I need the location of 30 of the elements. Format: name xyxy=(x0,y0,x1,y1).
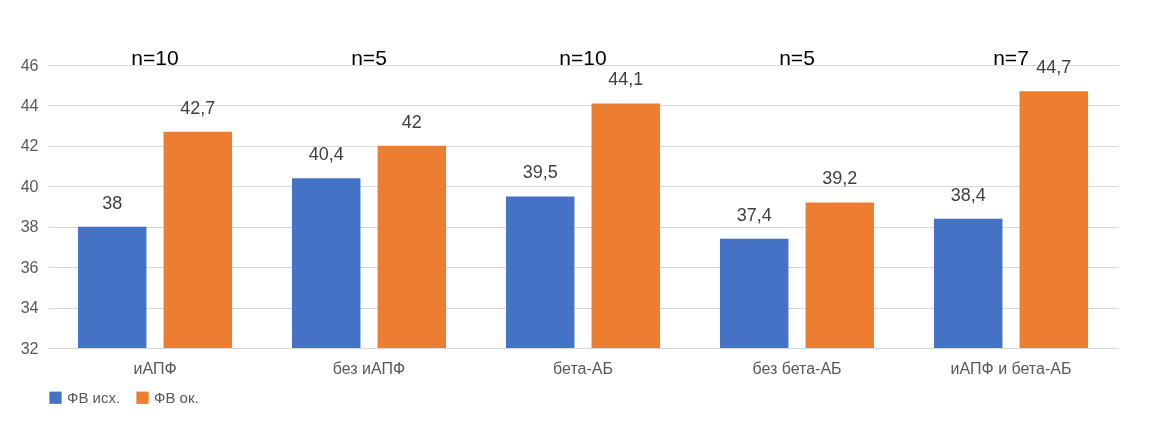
x-tick-label: без иАПФ xyxy=(332,359,406,377)
y-tick-label: 42 xyxy=(20,137,39,155)
data-label: 44,1 xyxy=(608,69,644,90)
y-tick-label: 46 xyxy=(20,56,39,74)
data-label: 39,5 xyxy=(522,162,558,183)
data-label: 38 xyxy=(102,192,123,213)
x-tick-label: без бета-АБ xyxy=(752,359,842,377)
data-label: 37,4 xyxy=(736,204,772,225)
y-tick-label: 36 xyxy=(20,258,39,276)
annotation: n=5 xyxy=(779,46,815,69)
data-label: 40,4 xyxy=(308,144,344,165)
y-tick-label: 38 xyxy=(20,218,39,236)
y-tick-label: 44 xyxy=(20,96,39,114)
data-label: 42 xyxy=(401,111,422,132)
data-label: 38,4 xyxy=(950,184,986,205)
data-label: 44,7 xyxy=(1036,57,1072,78)
data-label: 39,2 xyxy=(822,168,858,189)
legend-label: ФВ ок. xyxy=(154,388,199,406)
annotation: n=10 xyxy=(131,46,179,69)
annotation: n=7 xyxy=(993,46,1029,69)
x-tick-label: иАПФ и бета-АБ xyxy=(950,359,1072,377)
x-tick-label: бета-АБ xyxy=(553,359,613,377)
annotation: n=5 xyxy=(351,46,387,69)
y-tick-label: 34 xyxy=(20,299,39,317)
annotation: n=10 xyxy=(559,46,607,69)
data-label: 42,7 xyxy=(180,97,216,118)
y-tick-label: 32 xyxy=(20,339,39,357)
y-tick-label: 40 xyxy=(20,177,39,195)
x-tick-label: иАПФ xyxy=(133,359,177,377)
legend-label: ФВ исх. xyxy=(67,388,121,406)
